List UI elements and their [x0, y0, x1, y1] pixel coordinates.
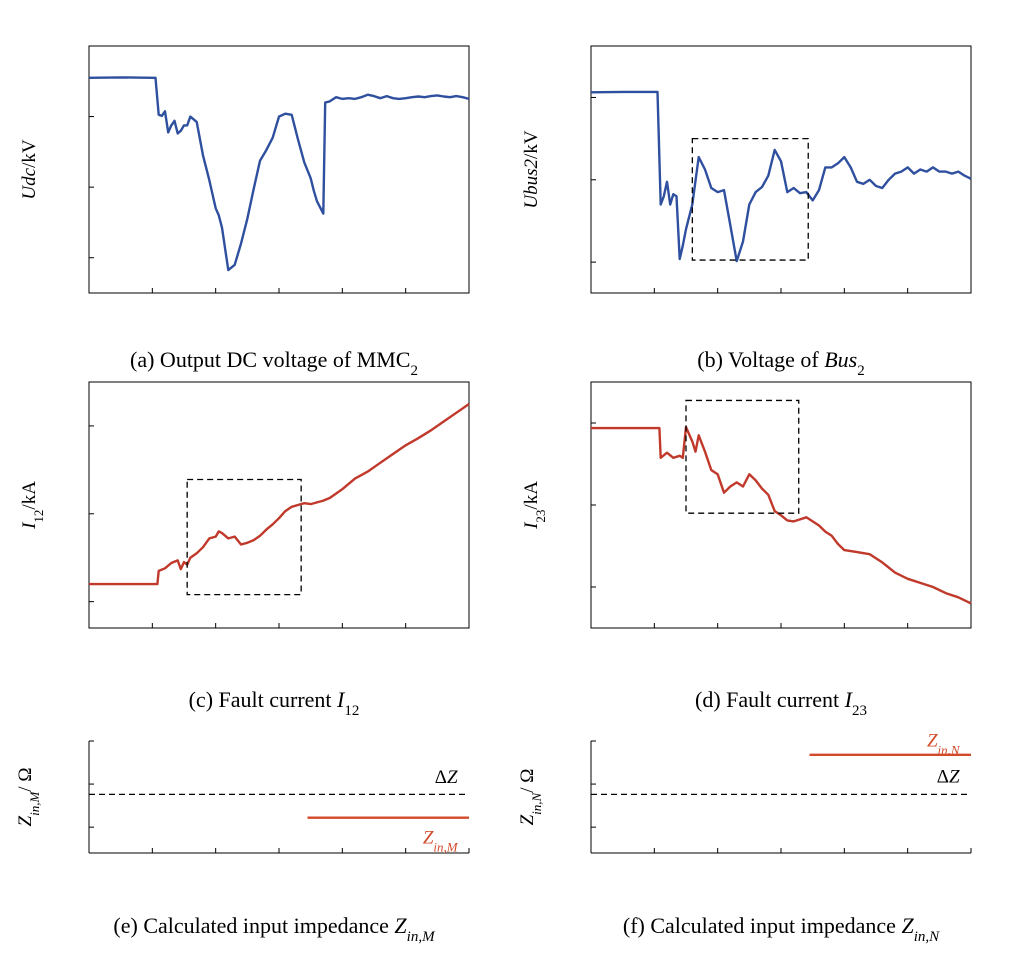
series-label-part: in,N: [938, 742, 961, 757]
series-line-0: [590, 90, 972, 263]
series-label-part: Z: [447, 767, 458, 788]
panel-caption-part: (b) Voltage of: [697, 347, 824, 372]
series-line-0: [88, 76, 470, 272]
zoom-region-box: [186, 478, 302, 596]
y-axis-label-part: Ubus2: [521, 158, 542, 208]
series-label-part: Z: [423, 828, 434, 849]
panel-caption-part: 2: [410, 363, 418, 379]
y-axis-label-part: / Ω: [517, 769, 538, 793]
series-label-part: Δ: [937, 766, 949, 787]
panel-caption-part: Bus: [824, 347, 857, 372]
y-axis-label-part: Z: [15, 815, 36, 826]
y-axis-label-part: /kA: [521, 481, 542, 510]
y-axis-label: I23/kA: [521, 481, 548, 530]
series-label: ΔZ: [937, 766, 960, 787]
y-axis-label-part: in,N: [529, 791, 544, 814]
y-axis-label-part: /kV: [521, 130, 542, 159]
panel-caption-part: 23: [852, 703, 867, 719]
panel-caption: (a) Output DC voltage of MMC2: [130, 347, 418, 379]
panel-caption: (f) Calculated input impedance Zin,N: [623, 913, 940, 945]
y-axis-label-part: 12: [31, 510, 46, 523]
panel-caption-part: (e) Calculated input impedance: [113, 913, 394, 938]
series-label-part: Δ: [435, 767, 447, 788]
y-axis-label-part: Z: [517, 814, 538, 825]
panel-caption-part: (c) Fault current: [189, 687, 337, 712]
axes-frame: [590, 45, 972, 294]
y-axis-label-part: /kA: [19, 481, 40, 510]
panel-caption-part: I: [844, 687, 854, 712]
panel-caption-part: 12: [344, 703, 359, 719]
series-label-part: in,M: [433, 839, 458, 854]
axes-frame: [88, 381, 470, 629]
axes-frame: [88, 45, 470, 294]
panel-caption: (e) Calculated input impedance Zin,M: [113, 913, 436, 945]
panel-caption: (c) Fault current I12: [189, 687, 360, 719]
y-axis-label-part: 23: [533, 510, 548, 523]
panel-caption-part: (d) Fault current: [695, 687, 845, 712]
series-line-0: [89, 403, 470, 586]
zoom-region-box: [691, 137, 809, 261]
panel-caption-part: 2: [857, 363, 865, 379]
panel-caption-part: I: [336, 687, 346, 712]
panel-caption-part: Z: [901, 913, 914, 938]
panel-caption: (b) Voltage of Bus2: [697, 347, 864, 379]
y-axis-label-part: in,M: [27, 791, 42, 816]
y-axis-label-part: I: [19, 521, 40, 530]
panel-c: I12/kA(c) Fault current I12: [19, 381, 470, 719]
panel-d: I23/kA(d) Fault current I23: [521, 381, 972, 719]
panel-b: Ubus2/kV (b) Voltage of Bus2: [521, 45, 972, 379]
series-label: ΔZ: [435, 767, 458, 788]
y-axis-label-part: /kV: [19, 139, 40, 168]
series-label-part: Z: [927, 731, 938, 752]
series-line-0: [591, 425, 972, 605]
panel-a: Udc/kV (a) Output DC voltage of MMC2: [19, 45, 470, 379]
panel-caption-part: (f) Calculated input impedance: [623, 913, 902, 938]
axes-frame: [590, 381, 972, 629]
y-axis-label: I12/kA: [19, 481, 46, 530]
panel-caption: (d) Fault current I23: [695, 687, 867, 719]
panel-caption-part: in,N: [914, 929, 940, 945]
y-axis-label: Udc/kV: [19, 139, 40, 199]
series-label: Zin,N: [927, 731, 961, 758]
y-axis-label-part: I: [521, 521, 542, 530]
y-axis-label: Ubus2/kV: [521, 130, 542, 208]
y-axis-label: Zin,M/ Ω: [15, 768, 42, 827]
y-axis-label-part: / Ω: [15, 768, 36, 792]
zoom-region-box: [685, 399, 800, 514]
panel-caption-part: (a) Output DC voltage of MMC: [130, 347, 410, 372]
panel-caption-part: Z: [394, 913, 407, 938]
series-label: Zin,M: [423, 828, 459, 855]
y-axis-label: Zin,N/ Ω: [517, 769, 544, 826]
series-label-part: Z: [949, 766, 960, 787]
panel-caption-part: in,M: [407, 929, 436, 945]
y-axis-label-part: Udc: [19, 167, 40, 199]
